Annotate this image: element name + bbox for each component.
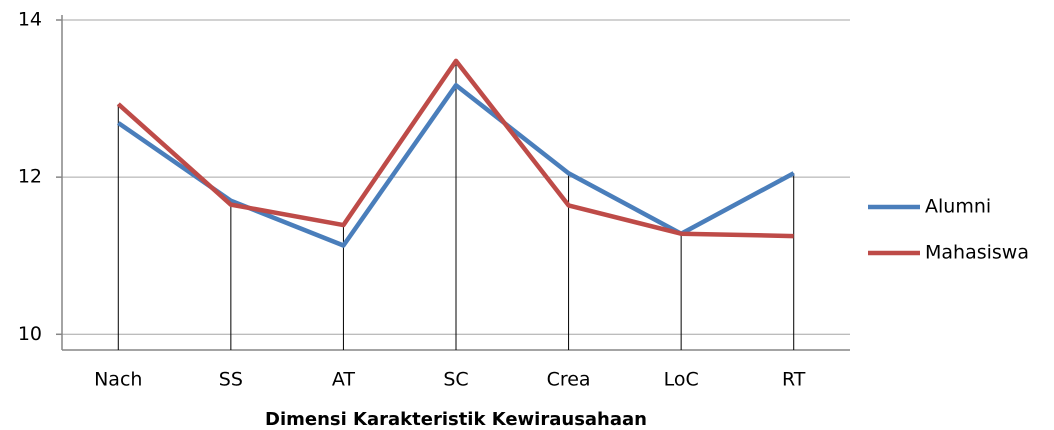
x-tick-label: LoC [664, 369, 699, 391]
y-tick-label: 14 [18, 9, 42, 31]
x-tick-label: Nach [94, 369, 142, 391]
legend-label: Alumni [925, 196, 991, 218]
series-line [116, 58, 794, 239]
x-axis-title: Dimensi Karakteristik Kewirausahaan [265, 409, 647, 430]
y-tick-label: 12 [18, 166, 42, 188]
x-tick-label: AT [332, 369, 356, 391]
x-tick-label: Crea [547, 369, 591, 391]
x-tick-label: SS [219, 369, 243, 391]
x-tick-label: RT [782, 369, 806, 391]
x-tick-label: SC [443, 369, 468, 391]
legend-label: Mahasiswa [925, 242, 1029, 264]
y-tick-label: 10 [18, 323, 42, 345]
